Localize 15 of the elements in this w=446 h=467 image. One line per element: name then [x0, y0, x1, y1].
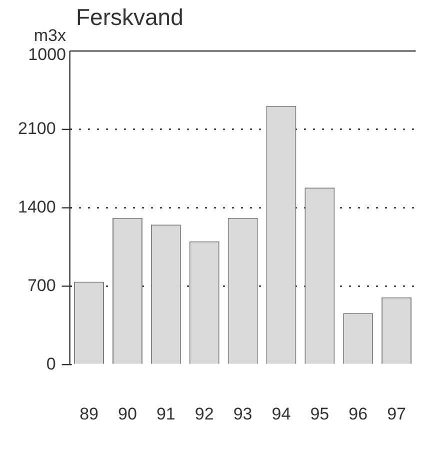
- x-tick-label: 93: [233, 404, 252, 424]
- y-tick-label: 1400: [18, 197, 56, 216]
- y-tick-label: 700: [27, 276, 56, 295]
- x-tick-label: 92: [194, 404, 214, 424]
- x-tick-label: 89: [80, 404, 98, 424]
- x-tick-label: 91: [156, 404, 176, 424]
- x-tick-label: 97: [387, 404, 406, 424]
- y-tick-label: 2100: [18, 119, 56, 138]
- x-tick-label: 90: [118, 404, 137, 424]
- y-tick-label: 0: [46, 354, 56, 374]
- chart-title: Ferskvand: [76, 4, 184, 31]
- x-tick-label: 96: [348, 404, 368, 424]
- y-axis-title: m3x 1000: [27, 26, 66, 64]
- x-tick-label: 95: [310, 404, 330, 424]
- x-tick-label: 94: [272, 404, 291, 424]
